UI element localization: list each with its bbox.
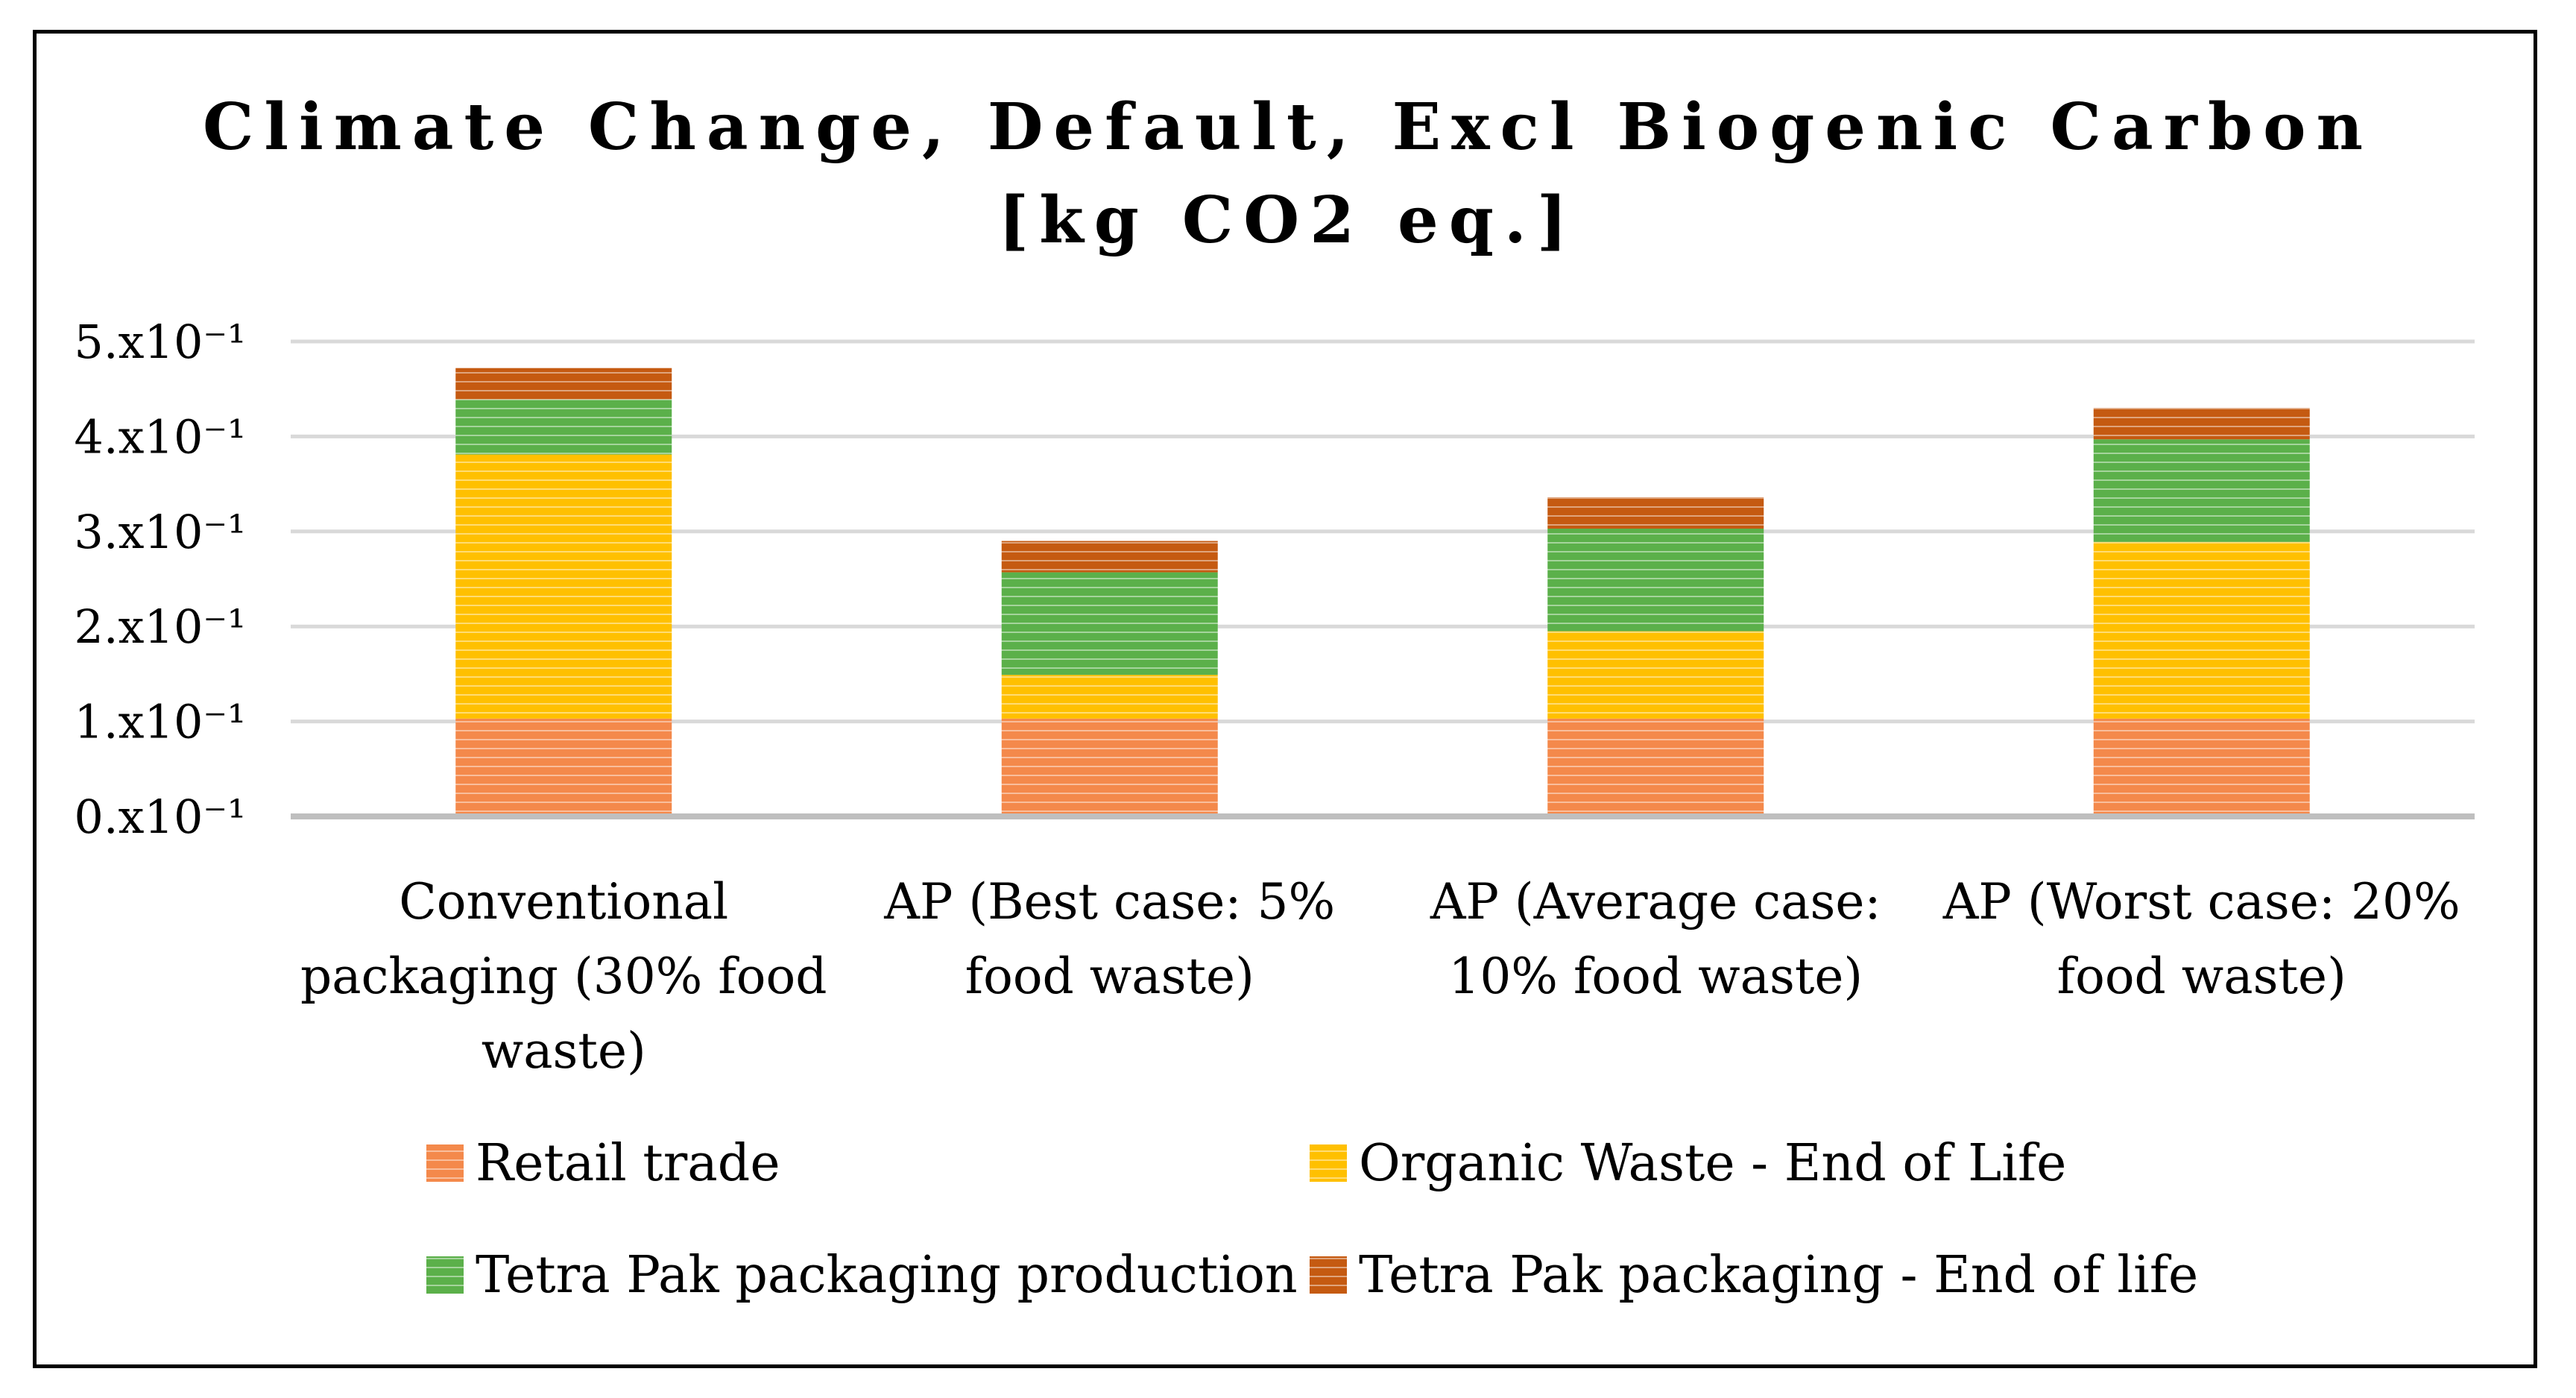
legend-swatch — [426, 1144, 464, 1182]
legend-swatch — [1310, 1144, 1347, 1182]
x-axis-category-labels: Conventional packaging (30% food waste) AP … — [300, 873, 2460, 1080]
x-category-label: Conventional — [399, 873, 728, 931]
y-tick-label: 5.x10⁻¹ — [74, 315, 246, 369]
bar-tetra-pak-packaging-production-1 — [455, 399, 672, 455]
legend-item-tetra-pak-packaging-production: Tetra Pak packaging production — [426, 1246, 1298, 1305]
chart-title: Climate Change, Default, Excl Biogenic C… — [203, 89, 2373, 165]
bar-tetra-pak-packaging-production-4 — [2093, 439, 2310, 542]
y-axis-tick-labels: 0.x10⁻¹ 1.x10⁻¹ 2.x10⁻¹ 3.x10⁻¹ 4.x10⁻¹ 5.x10… — [74, 315, 246, 844]
bar-retail-trade-2 — [1001, 718, 1218, 816]
bar-organic-waste-end-of-life-1 — [455, 454, 672, 719]
bar-tetra-pak-packaging-production-3 — [1547, 528, 1764, 632]
bar-tetra-pak-packaging-end-of-life-2 — [1001, 541, 1218, 573]
legend-label: Tetra Pak packaging - End of life — [1359, 1246, 2198, 1305]
legend: Retail trade Organic Waste - End of Life T… — [426, 1134, 2198, 1305]
x-category-label: food waste) — [2057, 948, 2346, 1005]
bar-retail-trade-4 — [2093, 718, 2310, 816]
bar-organic-waste-end-of-life-2 — [1001, 675, 1218, 719]
legend-item-organic-waste-end-of-life: Organic Waste - End of Life — [1310, 1134, 2066, 1193]
x-category-label: food waste) — [965, 948, 1254, 1005]
chart-subtitle: [kg CO2 eq.] — [999, 183, 1578, 258]
bar-tetra-pak-packaging-end-of-life-3 — [1547, 497, 1764, 529]
legend-label: Tetra Pak packaging production — [476, 1246, 1298, 1305]
legend-item-tetra-pak-packaging-end-of-life: Tetra Pak packaging - End of life — [1310, 1246, 2198, 1305]
bar-organic-waste-end-of-life-4 — [2093, 541, 2310, 719]
x-category-label: 10% food waste) — [1448, 948, 1863, 1005]
bar-retail-trade-1 — [455, 718, 672, 816]
legend-label: Organic Waste - End of Life — [1359, 1134, 2066, 1193]
legend-swatch — [1310, 1256, 1347, 1294]
x-category-label: AP (Worst case: 20% — [1942, 873, 2460, 931]
y-tick-label: 2.x10⁻¹ — [74, 599, 246, 654]
y-tick-label: 0.x10⁻¹ — [74, 790, 246, 844]
bar-tetra-pak-packaging-end-of-life-1 — [455, 368, 672, 400]
x-category-label: waste) — [482, 1022, 646, 1080]
y-tick-label: 3.x10⁻¹ — [74, 505, 246, 559]
x-category-label: AP (Best case: 5% — [883, 873, 1335, 931]
y-tick-label: 1.x10⁻¹ — [74, 695, 246, 749]
legend-swatch — [426, 1256, 464, 1294]
bar-organic-waste-end-of-life-3 — [1547, 631, 1764, 719]
bar-tetra-pak-packaging-end-of-life-4 — [2093, 408, 2310, 440]
x-category-label: AP (Average case: — [1430, 873, 1881, 931]
legend-item-retail-trade: Retail trade — [426, 1134, 780, 1193]
bar-retail-trade-3 — [1547, 718, 1764, 816]
legend-label: Retail trade — [476, 1134, 780, 1193]
y-tick-label: 4.x10⁻¹ — [74, 409, 246, 464]
bars — [455, 368, 2310, 816]
x-category-label: packaging (30% food — [300, 948, 827, 1005]
bar-tetra-pak-packaging-production-2 — [1001, 572, 1218, 676]
